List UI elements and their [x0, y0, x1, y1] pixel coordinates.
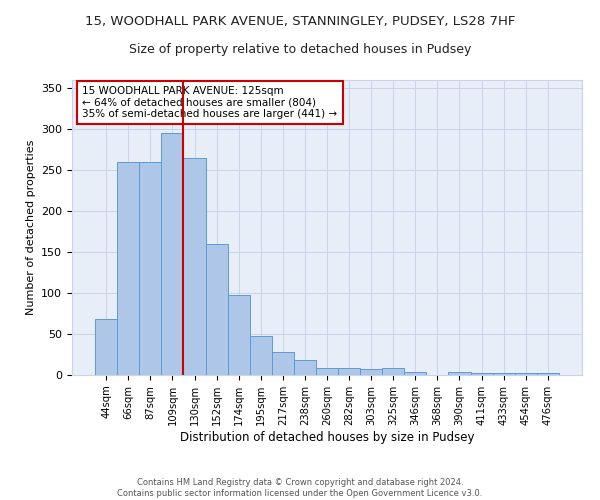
Bar [250, 336, 272, 375]
Bar [117, 162, 139, 375]
Bar [272, 352, 294, 375]
Y-axis label: Number of detached properties: Number of detached properties [26, 140, 35, 315]
Bar [515, 372, 537, 375]
Bar [448, 372, 470, 375]
Bar [470, 372, 493, 375]
Bar [184, 158, 206, 375]
Bar [493, 372, 515, 375]
Bar [404, 372, 427, 375]
Bar [382, 368, 404, 375]
Bar [227, 294, 250, 375]
Bar [95, 320, 117, 375]
Text: 15 WOODHALL PARK AVENUE: 125sqm
← 64% of detached houses are smaller (804)
35% o: 15 WOODHALL PARK AVENUE: 125sqm ← 64% of… [82, 86, 337, 119]
Bar [206, 244, 227, 375]
Bar [139, 162, 161, 375]
Text: 15, WOODHALL PARK AVENUE, STANNINGLEY, PUDSEY, LS28 7HF: 15, WOODHALL PARK AVENUE, STANNINGLEY, P… [85, 15, 515, 28]
Text: Contains HM Land Registry data © Crown copyright and database right 2024.
Contai: Contains HM Land Registry data © Crown c… [118, 478, 482, 498]
Bar [161, 134, 184, 375]
Bar [316, 368, 338, 375]
Bar [537, 372, 559, 375]
Bar [360, 370, 382, 375]
Text: Size of property relative to detached houses in Pudsey: Size of property relative to detached ho… [129, 42, 471, 56]
X-axis label: Distribution of detached houses by size in Pudsey: Distribution of detached houses by size … [180, 430, 474, 444]
Bar [294, 360, 316, 375]
Bar [338, 368, 360, 375]
